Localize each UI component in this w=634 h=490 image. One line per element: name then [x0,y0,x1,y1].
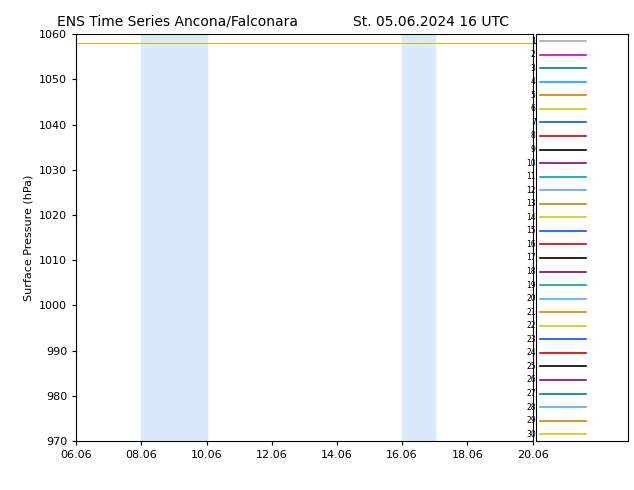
Text: 24: 24 [526,348,536,357]
Text: 25: 25 [526,362,536,371]
Text: 1: 1 [531,37,536,46]
Text: 9: 9 [531,145,536,154]
Text: ENS Time Series Ancona/Falconara: ENS Time Series Ancona/Falconara [57,15,298,29]
Text: 28: 28 [526,403,536,412]
Text: 2: 2 [531,50,536,59]
Text: 8: 8 [531,131,536,141]
Text: 29: 29 [526,416,536,425]
Text: 14: 14 [526,213,536,222]
Bar [141,34,207,441]
Text: 11: 11 [526,172,536,181]
Text: 17: 17 [526,253,536,263]
Text: 20: 20 [526,294,536,303]
Text: 21: 21 [526,308,536,317]
Text: 22: 22 [526,321,536,330]
Text: 7: 7 [531,118,536,127]
Text: 26: 26 [526,375,536,385]
Bar [402,34,435,441]
Text: 16: 16 [526,240,536,249]
Text: 19: 19 [526,281,536,290]
Text: 12: 12 [526,186,536,195]
Text: 3: 3 [531,64,536,73]
Text: St. 05.06.2024 16 UTC: St. 05.06.2024 16 UTC [353,15,509,29]
Text: 4: 4 [531,77,536,86]
Text: 6: 6 [531,104,536,113]
Text: 18: 18 [526,267,536,276]
Text: 5: 5 [531,91,536,100]
Text: 15: 15 [526,226,536,235]
Text: 27: 27 [526,389,536,398]
Text: 10: 10 [526,159,536,168]
Text: 13: 13 [526,199,536,208]
Y-axis label: Surface Pressure (hPa): Surface Pressure (hPa) [23,174,34,301]
Text: 30: 30 [526,430,536,439]
Text: 23: 23 [526,335,536,344]
